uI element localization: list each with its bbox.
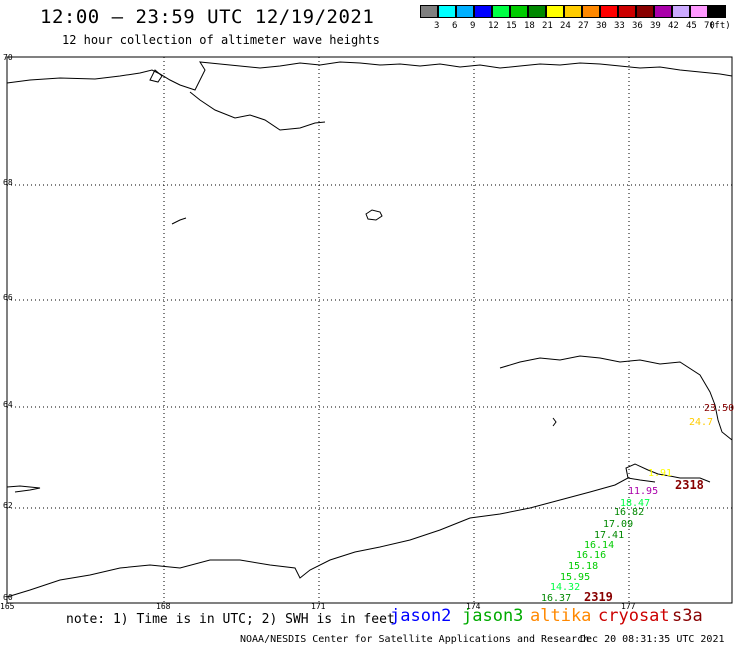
map-title: 12:00 – 23:59 UTC 12/19/2021	[40, 6, 375, 28]
color-scale-labels: 3 6 9 12 15 18 21 24 27 30 33 36 39 42 45 70 (ft)	[420, 21, 740, 33]
wave-height-label: 16.16	[576, 550, 606, 561]
satellite-jason2: jason2	[390, 606, 452, 626]
latitude-labels: 70 68 66 64 62 60	[3, 53, 13, 602]
wave-height-label: 17.41	[594, 530, 624, 541]
legend-label: 33	[614, 21, 625, 31]
wave-height-label: 2319	[584, 590, 613, 604]
lat-label-68: 68	[3, 178, 13, 187]
wave-height-label: 24.7	[689, 417, 713, 428]
lat-label-64: 64	[3, 400, 13, 409]
footnote: note: 1) Time is in UTC; 2) SWH is in fe…	[66, 612, 395, 627]
legend-swatch	[672, 5, 690, 18]
wave-height-label: 2318	[675, 478, 704, 492]
legend-swatch	[708, 5, 726, 18]
legend-label: 42	[668, 21, 679, 31]
legend-label: 39	[650, 21, 661, 31]
wave-height-label: 15.18	[568, 561, 598, 572]
lon-label-171: 171	[311, 602, 326, 611]
lat-label-70: 70	[3, 53, 13, 62]
legend-label: 21	[542, 21, 553, 31]
lat-label-60: 60	[3, 593, 13, 602]
wave-height-label: 15.95	[560, 572, 590, 583]
legend-label: 9	[470, 21, 476, 31]
wave-height-label: 18.47	[620, 498, 650, 509]
legend-swatch	[456, 5, 474, 18]
graticule	[7, 57, 732, 603]
satellite-s3a: s3a	[672, 606, 703, 626]
lon-label-168: 168	[156, 602, 171, 611]
map-subtitle: 12 hour collection of altimeter wave hei…	[62, 33, 380, 47]
satellite-cryosat: cryosat	[598, 606, 670, 626]
longitude-labels: 165 168 171 174 177	[0, 602, 636, 611]
color-scale-legend	[420, 5, 726, 18]
wave-height-label: 16.82	[614, 507, 644, 518]
legend-label: 6	[452, 21, 458, 31]
legend-label: 30	[596, 21, 607, 31]
coastline	[6, 61, 733, 598]
legend-label: 27	[578, 21, 589, 31]
legend-swatch	[600, 5, 618, 18]
lon-label-174: 174	[466, 602, 481, 611]
wave-height-label: 16.37	[541, 593, 571, 604]
wave-height-label: 17.09	[603, 519, 633, 530]
legend-swatch	[438, 5, 456, 18]
wave-height-label: 23.50	[704, 403, 734, 414]
legend-swatch	[474, 5, 492, 18]
lat-label-66: 66	[3, 293, 13, 302]
generated-timestamp: Dec 20 08:31:35 UTC 2021	[580, 634, 725, 645]
legend-label: 70	[704, 21, 715, 31]
wave-height-label: 11.95	[628, 486, 658, 497]
legend-swatch	[636, 5, 654, 18]
lat-label-62: 62	[3, 501, 13, 510]
wave-height-label: 16.14	[584, 540, 614, 551]
legend-label: 24	[560, 21, 571, 31]
lon-label-165: 165	[0, 602, 15, 611]
legend-label: 45	[686, 21, 697, 31]
lon-label-177: 177	[621, 602, 636, 611]
legend-label: 15	[506, 21, 517, 31]
legend-swatch	[618, 5, 636, 18]
satellite-altika: altika	[530, 606, 592, 626]
legend-label: (ft)	[709, 21, 731, 31]
map-frame	[6, 56, 733, 604]
wave-height-label: 14.32	[550, 582, 580, 593]
legend-label: 3	[434, 21, 440, 31]
legend-swatch	[528, 5, 546, 18]
legend-label: 18	[524, 21, 535, 31]
credit-line: NOAA/NESDIS Center for Satellite Applica…	[240, 634, 590, 645]
legend-swatch	[510, 5, 528, 18]
wave-height-label: 1.91	[648, 468, 672, 479]
legend-swatch	[546, 5, 564, 18]
satellite-jason3: jason3	[462, 606, 524, 626]
legend-label: 36	[632, 21, 643, 31]
legend-swatch	[492, 5, 510, 18]
legend-swatch	[654, 5, 672, 18]
legend-swatch	[420, 5, 438, 18]
legend-swatch	[690, 5, 708, 18]
legend-swatch	[582, 5, 600, 18]
legend-swatch	[564, 5, 582, 18]
legend-label: 12	[488, 21, 499, 31]
